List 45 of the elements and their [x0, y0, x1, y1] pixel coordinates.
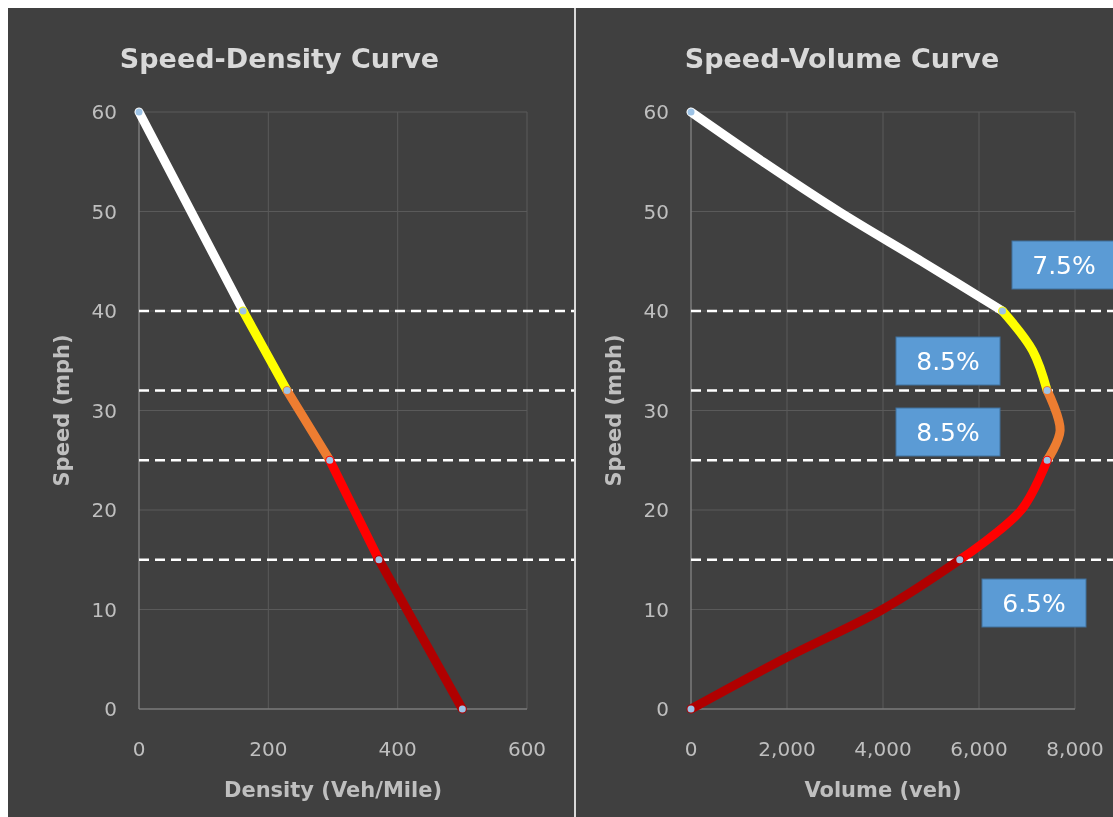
point [999, 307, 1007, 315]
point [135, 108, 143, 116]
y-tick-label: 30 [91, 398, 117, 423]
x-tick-label: 2,000 [758, 737, 816, 761]
y-tick-label: 50 [643, 199, 669, 224]
annotation: 8.5% [916, 347, 980, 376]
x-tick-label: 400 [378, 737, 417, 761]
annotation: 6.5% [1002, 589, 1066, 618]
point [1043, 387, 1051, 395]
y-tick-label: 10 [91, 597, 117, 622]
point [326, 456, 334, 464]
y-tick-label: 40 [91, 299, 117, 323]
x-tick-label: 200 [249, 737, 288, 761]
y-tick-label: 50 [91, 199, 117, 224]
point [239, 307, 247, 315]
point [458, 705, 466, 713]
y-tick-label: 0 [656, 697, 669, 721]
y-tick-label: 10 [643, 597, 669, 622]
y-tick-label: 30 [643, 398, 669, 423]
x-axis-title: Volume (veh) [804, 778, 962, 802]
y-tick-label: 60 [91, 100, 117, 124]
annotation: 7.5% [1032, 251, 1096, 280]
point [956, 556, 964, 564]
point [283, 387, 291, 395]
point [687, 705, 695, 713]
x-tick-label: 8,000 [1046, 737, 1104, 761]
x-tick-label: 4,000 [854, 737, 912, 761]
y-axis-title: Speed (mph) [602, 334, 626, 487]
x-tick-label: 0 [684, 737, 698, 761]
x-tick-label: 0 [132, 737, 146, 761]
y-axis-title: Speed (mph) [50, 334, 74, 487]
point [1043, 456, 1051, 464]
annotation: 8.5% [916, 418, 980, 447]
point [687, 108, 695, 116]
y-tick-label: 20 [91, 498, 117, 522]
x-axis-title: Density (Veh/Mile) [223, 778, 443, 802]
y-tick-label: 40 [643, 299, 669, 323]
chart-title: Speed-Volume Curve [684, 43, 1000, 74]
x-tick-label: 6,000 [950, 737, 1008, 761]
y-tick-label: 60 [643, 100, 669, 124]
point [375, 556, 383, 564]
x-tick-label: 600 [507, 737, 547, 761]
y-tick-label: 0 [104, 697, 117, 721]
chart-title: Speed-Density Curve [119, 43, 440, 74]
y-tick-label: 20 [643, 498, 669, 522]
